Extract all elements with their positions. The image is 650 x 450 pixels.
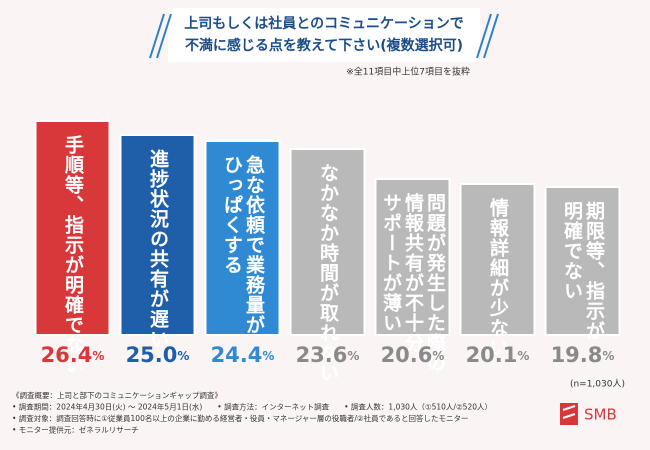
footer-text: • 調査対象：調査回答時に①従業員100名以上の企業に勤める経営者・役員・マネー…: [12, 413, 469, 423]
bar-label: 情報詳細が少ない: [487, 197, 510, 358]
bar: [34, 120, 111, 336]
logo: SMB: [584, 406, 617, 424]
value-label: 26.4%: [41, 343, 105, 367]
value-label: 24.4%: [211, 343, 275, 367]
logo-icon-mark: [562, 405, 576, 419]
bar: [544, 186, 621, 336]
bar-label: 問題が発生した際の: [424, 193, 447, 373]
bar-label: サポートが薄い: [380, 193, 402, 333]
value-label: 25.0%: [126, 343, 190, 367]
value-label: 19.8%: [551, 343, 615, 367]
chart-title: 上司もしくは社員とのコミュニケーションで: [184, 15, 464, 32]
value-label: 20.6%: [381, 343, 445, 367]
bar: [204, 140, 281, 336]
bar-label: 期限等、指示が: [583, 201, 606, 341]
bar-label: 進捗状況の共有が遅い: [147, 149, 169, 349]
bar-label: ひっぱくする: [221, 155, 243, 275]
bar: [289, 148, 366, 336]
logo-icon: [560, 403, 578, 425]
bar: [119, 134, 196, 336]
value-label: 23.6%: [296, 343, 360, 367]
bar-label: 情報共有が不十分、: [402, 192, 424, 373]
bar: [374, 178, 451, 336]
title-deco: [149, 13, 499, 59]
footer-text: • 調査期間：2024年4月30日(火) 〜 2024年5月1日(水) • 調査…: [12, 402, 492, 412]
bar: [459, 183, 536, 336]
chart-title: 不満に感じる点を教えて下さい(複数選択可): [185, 37, 463, 54]
footer-text: 《調査概要：上司と部下のコミュニケーションギャップ調査》: [12, 390, 222, 400]
value-label: 20.1%: [466, 343, 530, 367]
bar-label: 急な依頼で業務量が: [243, 154, 266, 335]
title-box: [168, 8, 480, 62]
bar-label: 明確でない: [561, 201, 583, 301]
subtitle: ※全11項目中上位7項目を抜粋: [346, 66, 470, 78]
footer-text: • モニター提供元：ゼネラルリサーチ: [12, 425, 139, 435]
annotation: (n=1,030人): [570, 379, 625, 390]
bar-label: 手順等、指示が明確でない: [62, 134, 85, 375]
bar-label: なかなか時間が取れない: [317, 163, 339, 383]
